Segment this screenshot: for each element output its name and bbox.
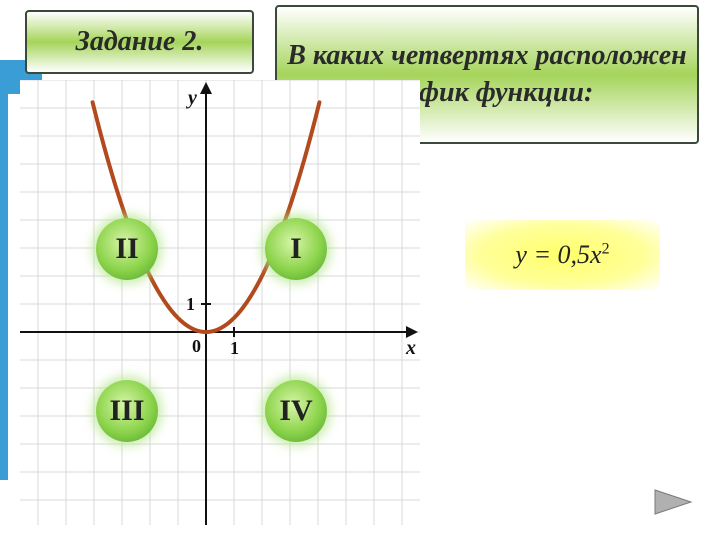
task-title: Задание 2. (25, 10, 254, 74)
chart-area: y x 0 1 1 (20, 80, 420, 525)
side-accent-bar (0, 60, 8, 480)
svg-text:1: 1 (230, 338, 239, 358)
quadrant-label-1[interactable]: I (265, 218, 327, 280)
quadrant-label-4[interactable]: IV (265, 380, 327, 442)
chart-svg: y x 0 1 1 (20, 80, 420, 525)
svg-text:y: y (186, 87, 197, 109)
svg-text:x: x (405, 337, 416, 359)
formula-text: y = 0,5x2 (515, 240, 609, 270)
svg-text:0: 0 (192, 336, 201, 356)
quadrant-label-2[interactable]: II (96, 218, 158, 280)
svg-text:1: 1 (186, 294, 195, 314)
next-button[interactable] (651, 484, 695, 520)
quadrant-label-3[interactable]: III (96, 380, 158, 442)
arrow-right-icon (651, 484, 695, 520)
formula-box: y = 0,5x2 (465, 220, 660, 290)
